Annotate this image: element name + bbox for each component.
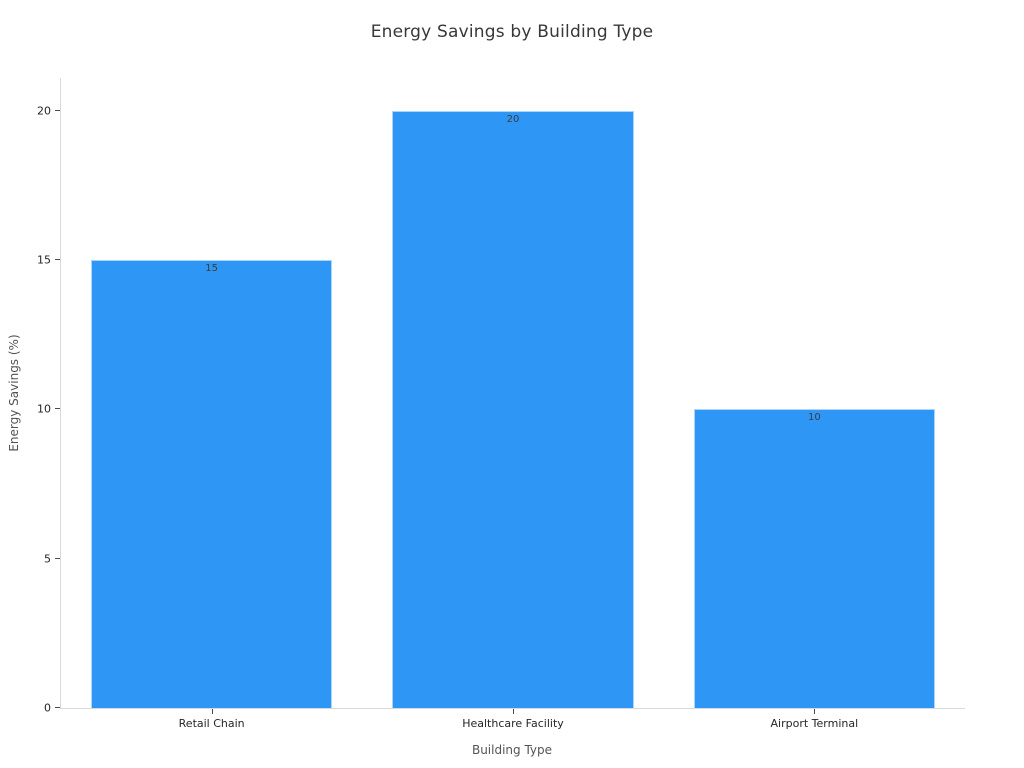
x-tick-label: Retail Chain — [178, 717, 245, 730]
y-tick-label: 10 — [37, 402, 51, 416]
x-tick-mark — [814, 709, 816, 714]
x-tick-label: Airport Terminal — [770, 717, 859, 730]
bar-healthcare-facility — [392, 110, 634, 708]
y-tick-mark — [55, 109, 60, 111]
y-tick-mark — [55, 557, 60, 559]
bar-retail-chain — [91, 260, 333, 708]
y-tick-mark — [55, 707, 60, 708]
y-tick-label: 15 — [37, 253, 51, 267]
y-tick-mark — [55, 259, 60, 261]
x-axis-title: Building Type — [471, 743, 553, 757]
x-tick-label: Healthcare Facility — [462, 717, 564, 730]
bar-value-label: 20 — [506, 113, 520, 125]
plot-area: 0 5 10 15 20 15 Retail Chain 20 Healthcare Facil… — [37, 78, 965, 730]
y-tick-label: 0 — [44, 701, 51, 715]
x-tick-mark — [513, 709, 514, 714]
y-axis-title: Energy Savings (%) — [7, 334, 21, 452]
x-tick-mark — [211, 709, 213, 714]
bar-value-label: 10 — [807, 412, 821, 424]
y-tick-mark — [55, 408, 60, 410]
bar-value-label: 15 — [205, 263, 219, 275]
y-tick-label: 20 — [37, 104, 51, 118]
chart-title: Energy Savings by Building Type — [370, 22, 654, 42]
bar-airport-terminal — [693, 409, 935, 708]
y-tick-label: 5 — [44, 552, 51, 566]
